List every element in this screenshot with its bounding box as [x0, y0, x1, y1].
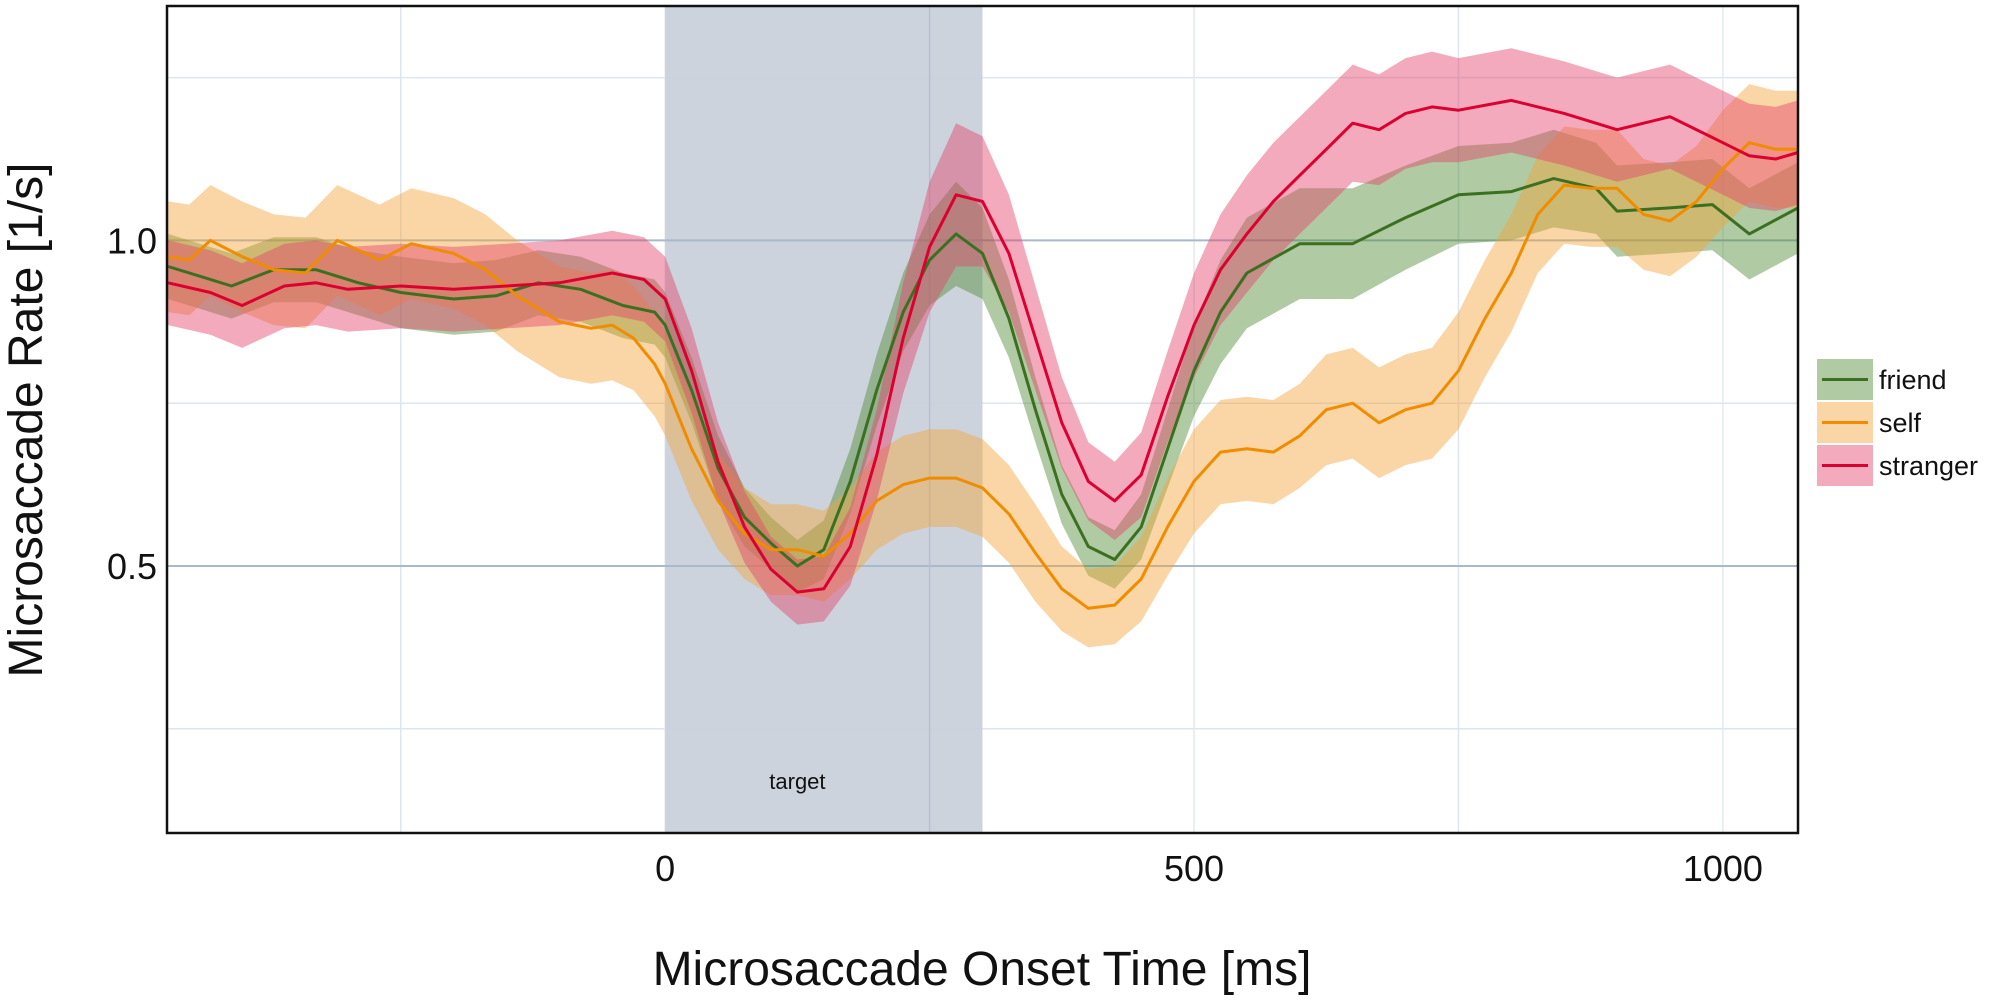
x-tick-label: 1000: [1683, 848, 1763, 889]
legend-label-stranger: stranger: [1879, 451, 1978, 481]
stranger-line: [167, 98, 1799, 594]
x-tick-label: 0: [655, 848, 675, 889]
y-tick-label: 0.5: [107, 546, 157, 587]
friend-line: [167, 177, 1799, 568]
legend-label-friend: friend: [1879, 365, 1947, 395]
target-region: [665, 6, 983, 833]
legend-item-stranger: stranger: [1817, 445, 1978, 486]
x-axis-title: Microsaccade Onset Time [ms]: [653, 943, 1312, 996]
y-tick-label: 1.0: [107, 220, 157, 261]
self-line: [167, 141, 1798, 610]
confidence-bands: [168, 48, 1799, 648]
legend-item-self: self: [1817, 402, 1922, 443]
tick-labels: 0 500 1000 0.5 1.0: [107, 220, 1763, 889]
target-label: target: [769, 769, 825, 794]
x-tick-label: 500: [1164, 848, 1224, 889]
friend-confidence-band: [168, 129, 1799, 593]
legend-item-friend: friend: [1817, 359, 1947, 400]
self-confidence-band: [168, 84, 1799, 648]
series-lines: [167, 98, 1799, 610]
legend: friend self stranger: [1817, 359, 1978, 486]
legend-label-self: self: [1879, 408, 1922, 438]
stranger-confidence-band: [168, 48, 1799, 625]
y-axis-title: Microsaccade Rate [1/s]: [0, 163, 53, 678]
plot-frame: [165, 4, 1800, 835]
